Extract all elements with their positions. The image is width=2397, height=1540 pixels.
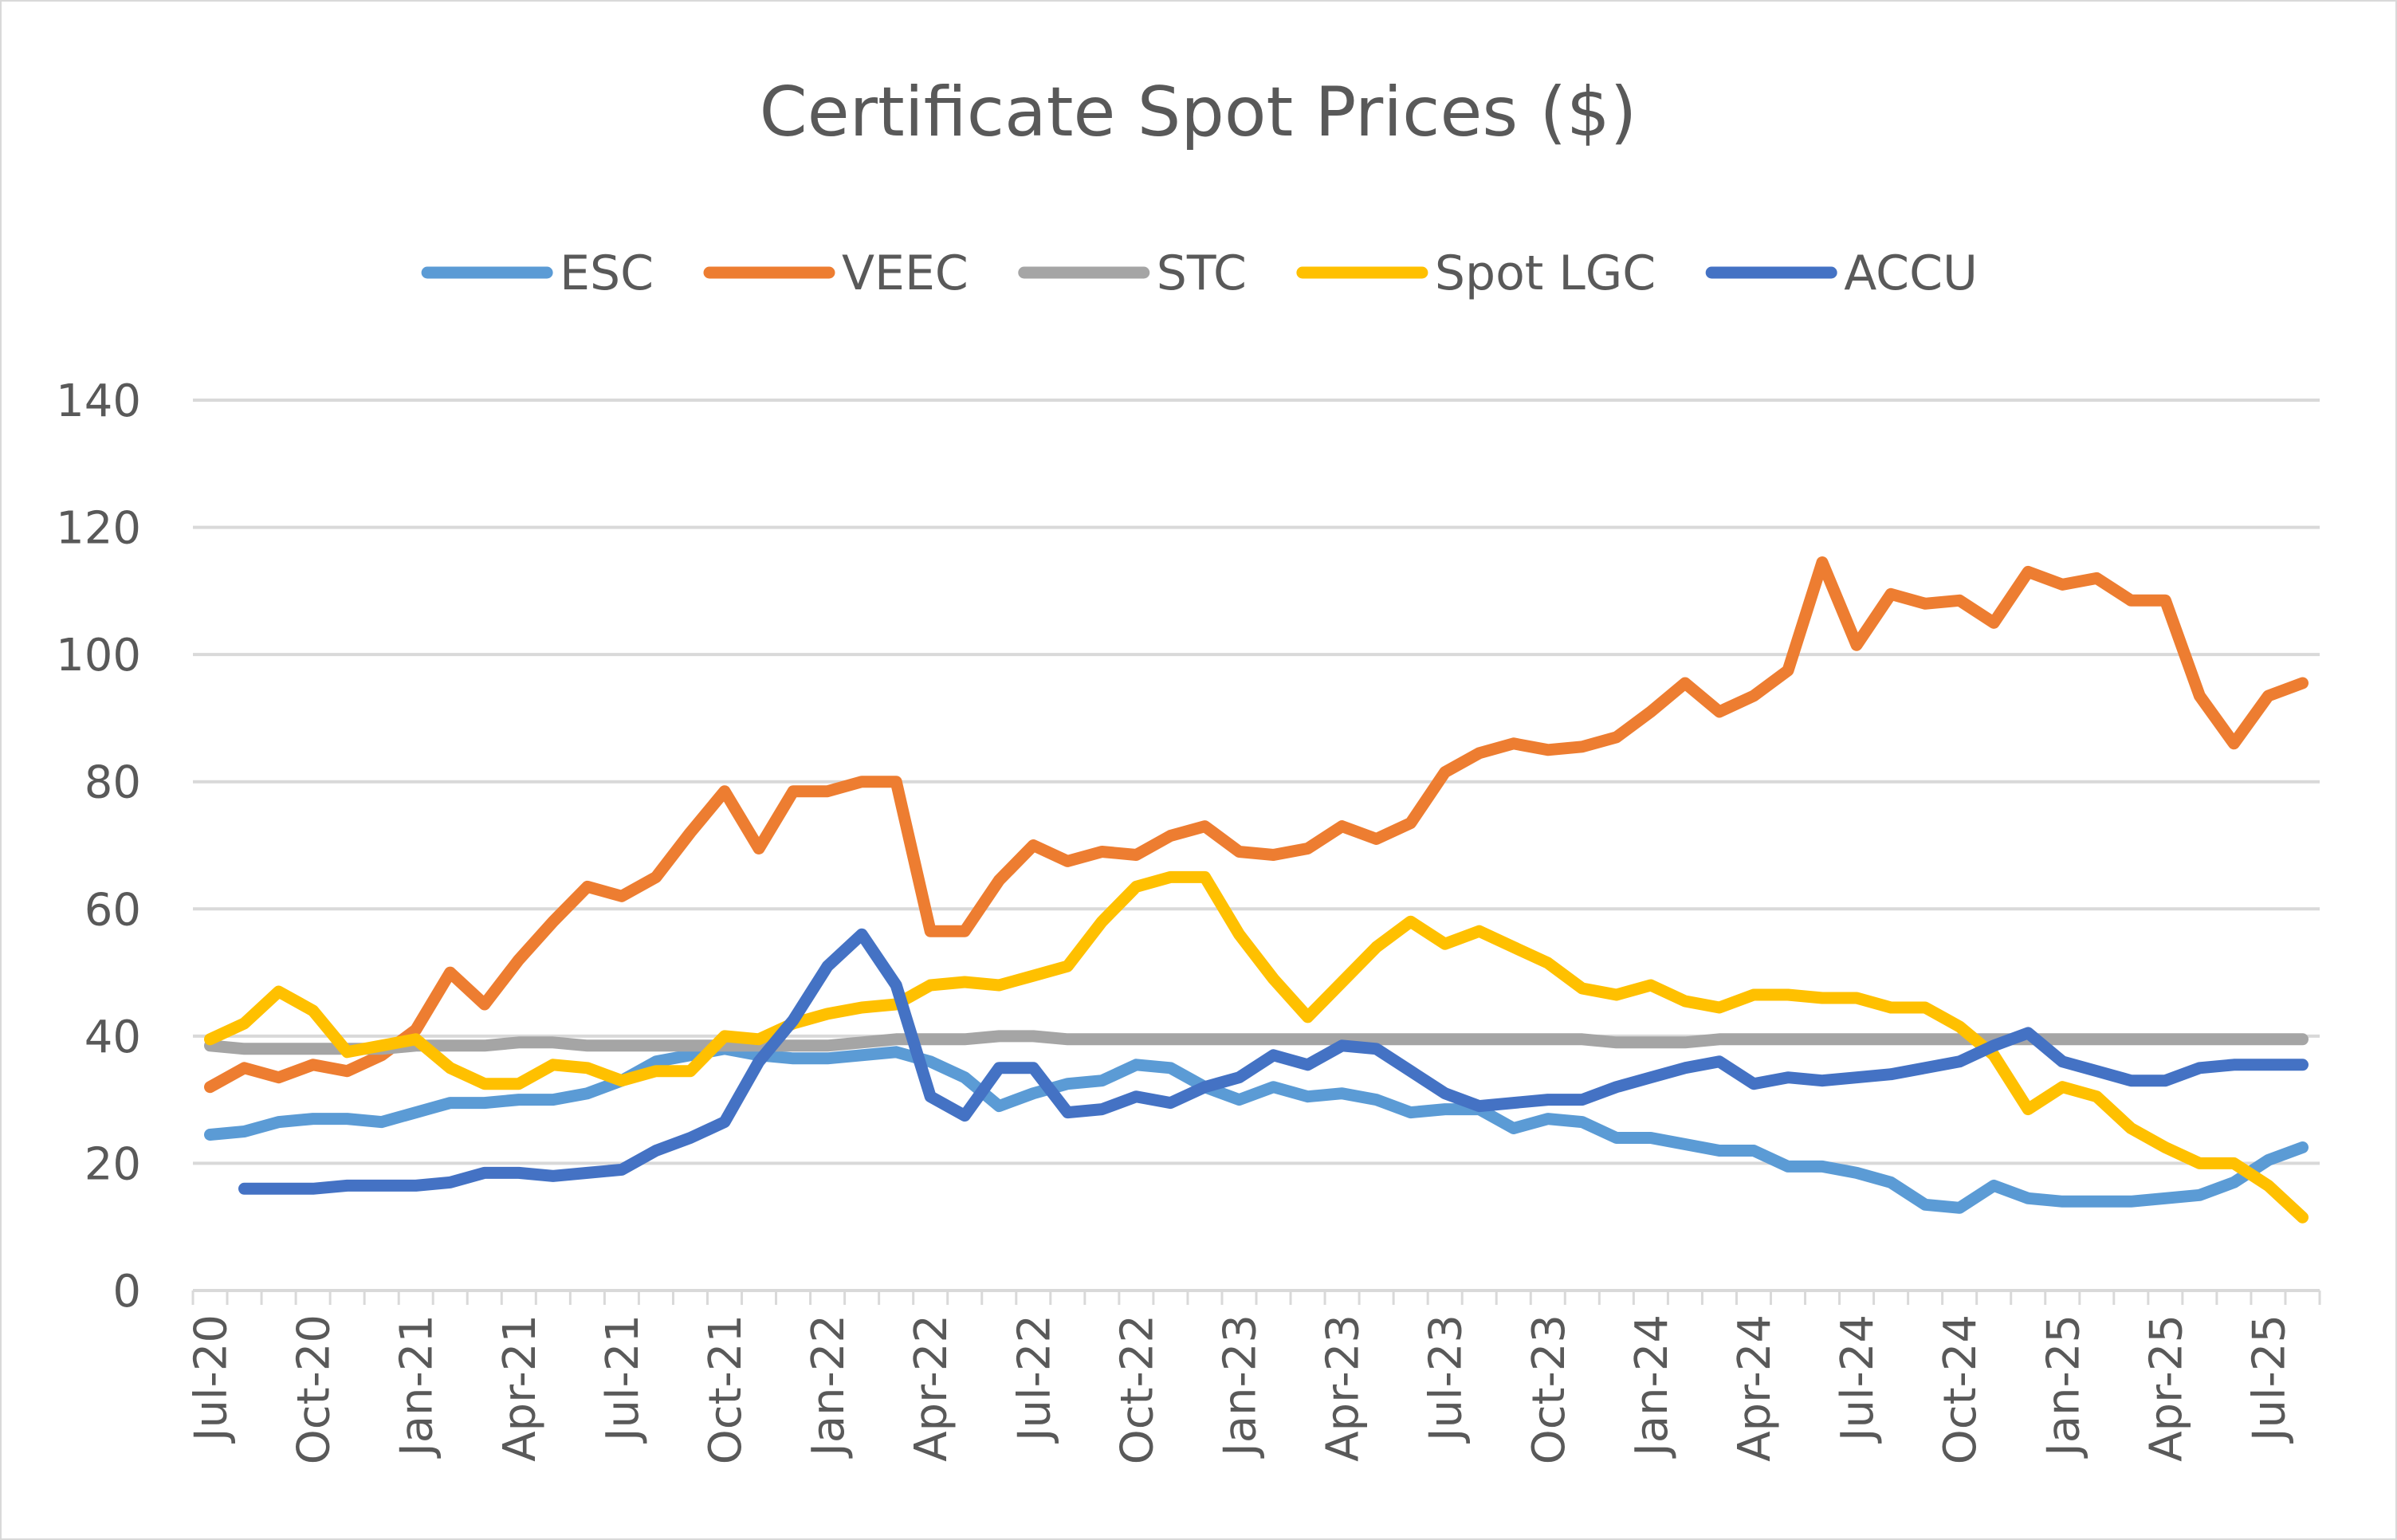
series-line-esc — [204, 1043, 2309, 1214]
y-tick-label: 60 — [84, 884, 141, 936]
x-tick-label: Oct-24 — [1935, 1314, 1986, 1464]
x-tick-label: Apr-21 — [494, 1314, 546, 1462]
y-tick-label: 120 — [56, 503, 141, 555]
x-tick-label: Jan-22 — [803, 1314, 855, 1459]
x-tick-label: Oct-20 — [289, 1314, 340, 1464]
x-tick-label: Jan-23 — [1214, 1314, 1266, 1459]
x-tick-label: Apr-23 — [1318, 1314, 1369, 1462]
x-tick-label: Jan-21 — [391, 1314, 443, 1459]
y-axis: 0 20 40 60 80 100 120 140 — [56, 375, 141, 1318]
x-tick-label: Apr-22 — [906, 1314, 957, 1462]
y-tick-label: 0 — [112, 1266, 141, 1318]
legend-item-spot-lgc: Spot LGC — [1296, 246, 1656, 301]
x-tick-label: Apr-24 — [1729, 1314, 1781, 1462]
series-lines — [204, 556, 2309, 1224]
x-tick-label: Jul-20 — [186, 1314, 238, 1444]
legend-label: ESC — [560, 246, 654, 301]
legend-item-veec: VEEC — [703, 246, 969, 301]
x-tick-label: Oct-23 — [1523, 1314, 1575, 1464]
x-tick-label: Oct-21 — [700, 1314, 752, 1464]
legend: ESC VEEC STC Spot LGC ACCU — [421, 246, 1978, 301]
x-tick-label: Apr-25 — [2140, 1314, 2192, 1462]
chart-title: Certificate Spot Prices ($) — [760, 73, 1637, 152]
y-tick-label: 20 — [84, 1138, 141, 1190]
series-line-spot-lgc — [204, 870, 2309, 1224]
y-tick-label: 140 — [56, 375, 141, 427]
legend-item-esc: ESC — [421, 246, 654, 301]
legend-item-accu: ACCU — [1705, 246, 1978, 301]
y-tick-label: 100 — [56, 630, 141, 682]
x-tick-label: Oct-22 — [1111, 1314, 1163, 1464]
y-tick-label: 80 — [84, 757, 141, 809]
legend-label: STC — [1157, 246, 1247, 301]
series-line-stc — [204, 1030, 2309, 1055]
legend-label: Spot LGC — [1435, 246, 1656, 301]
x-tick-label: Jul-21 — [597, 1314, 649, 1444]
series-line-accu — [238, 928, 2309, 1195]
legend-item-stc: STC — [1018, 246, 1247, 301]
y-tick-label: 40 — [84, 1012, 141, 1063]
x-tick-label: Jan-25 — [2037, 1314, 2089, 1459]
x-tick-label: Jan-24 — [1626, 1314, 1678, 1459]
legend-label: ACCU — [1844, 246, 1978, 301]
legend-label: VEEC — [842, 246, 969, 301]
series-line-veec — [204, 556, 2309, 1094]
x-tick-label: Jul-23 — [1421, 1314, 1472, 1444]
x-tick-label: Jul-25 — [2243, 1314, 2295, 1444]
gridlines — [193, 399, 2320, 1292]
x-axis: Jul-20 Oct-20 Jan-21 Apr-21 Jul-21 Oct-21 Jan-… — [186, 1289, 2321, 1464]
x-tick-label: Jul-22 — [1008, 1314, 1060, 1444]
x-tick-label: Jul-24 — [1832, 1314, 1884, 1444]
